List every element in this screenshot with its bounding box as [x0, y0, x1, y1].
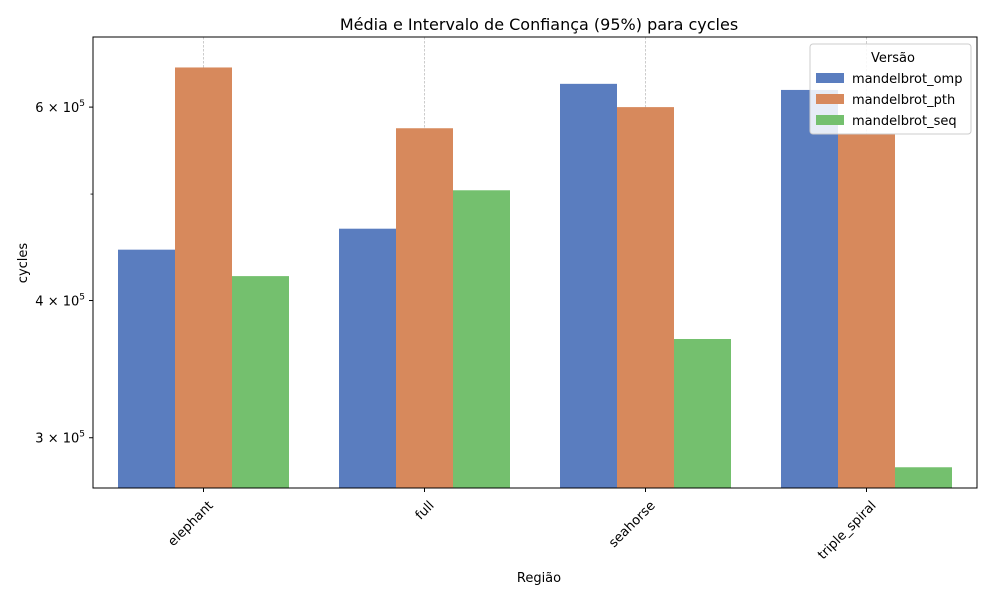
bar-mandelbrot_seq-elephant [232, 276, 289, 488]
chart-title: Média e Intervalo de Confiança (95%) par… [340, 15, 738, 34]
y-tick-label: 6 × 105 [35, 99, 85, 116]
x-tick-label-seahorse: seahorse [606, 498, 658, 550]
legend-swatch-mandelbrot_seq [816, 115, 844, 125]
bar-mandelbrot_omp-triple_spiral [781, 89, 838, 488]
plot-area-frame [92, 36, 978, 489]
legend: Versão mandelbrot_omp mandelbrot_pthmande… [809, 43, 972, 135]
bar-mandelbrot_seq-full [453, 190, 510, 488]
bar-mandelbrot_pth-triple_spiral [838, 134, 895, 488]
legend-label-mandelbrot_pth: mandelbrot_pth [852, 93, 955, 108]
y-tick-label: 4 × 105 [35, 293, 85, 310]
bars-layer [118, 67, 952, 488]
bar-mandelbrot_omp-seahorse [560, 83, 617, 488]
legend-frame [809, 43, 972, 135]
bar-mandelbrot_pth-seahorse [617, 107, 674, 488]
x-tick-label-full: full [413, 498, 438, 523]
x-axis: elephant full seahorse triple_spiral [165, 488, 880, 563]
y-tick-label: 3 × 105 [35, 430, 85, 447]
y-axis: 3 × 105 4 × 105 6 × 105 [35, 99, 93, 447]
bar-mandelbrot_pth-full [396, 128, 453, 488]
bar-mandelbrot_seq-seahorse [674, 338, 731, 488]
bar-mandelbrot_omp-elephant [118, 249, 175, 488]
y-axis-label: cycles [16, 243, 31, 284]
x-tick-label-elephant: elephant [165, 498, 216, 549]
legend-label-mandelbrot_omp: mandelbrot_omp [852, 72, 962, 87]
bar-mandelbrot_pth-elephant [175, 67, 232, 488]
x-axis-label: Região [517, 571, 561, 586]
legend-swatch-mandelbrot_omp [816, 73, 844, 83]
x-tick-label-triple_spiral: triple_spiral [815, 498, 879, 562]
bar-mandelbrot_omp-full [339, 228, 396, 488]
legend-title: Versão [871, 51, 915, 66]
legend-swatch-mandelbrot_pth [816, 94, 844, 104]
x-gridlines [203, 37, 867, 488]
legend-label-mandelbrot_seq: mandelbrot_seq [852, 114, 957, 129]
bar-mandelbrot_seq-triple_spiral [895, 467, 952, 488]
